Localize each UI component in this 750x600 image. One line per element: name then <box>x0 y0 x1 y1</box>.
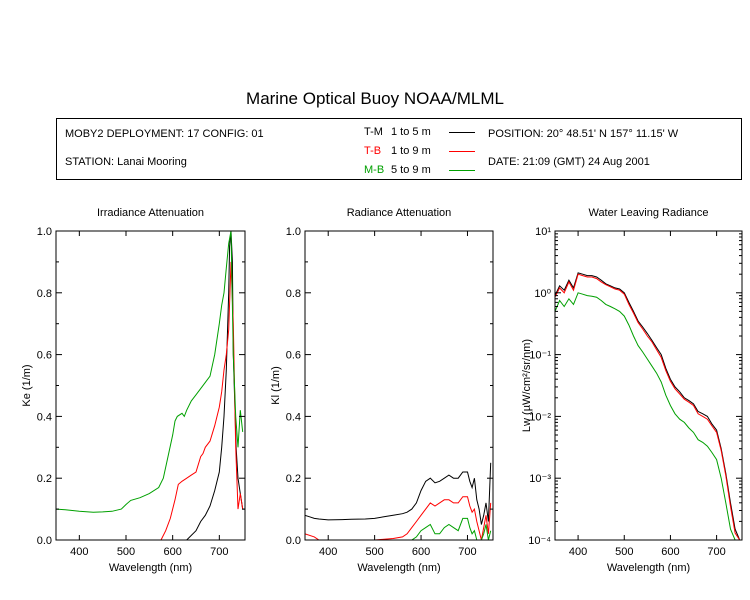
chart-panel-2: Radiance Attenuation 400 500 600 700 Waveleng… <box>270 207 494 574</box>
y-axis-label: Lw (µW/cm²/sr/nm) <box>521 339 533 432</box>
y-tick-label: 0.2 <box>286 473 301 485</box>
y-tick-label: 10⁰ <box>534 288 551 300</box>
plot-frame <box>55 230 246 541</box>
y-tick-label: 10⁻³ <box>529 473 551 485</box>
y-tick-label: 10⁻² <box>529 411 551 423</box>
y-tick-label: 0.8 <box>286 288 301 300</box>
legend-code-tm: T-M <box>364 126 383 138</box>
y-tick-label: 10⁻¹ <box>529 350 551 362</box>
chart-title: Radiance Attenuation <box>347 207 452 219</box>
legend-line-tb <box>449 151 475 152</box>
chart-panel-3: Water Leaving Radiance 400 500 600 700 Wavele… <box>521 207 743 574</box>
x-tick-label: 700 <box>210 546 228 558</box>
x-axis-label: Wavelength (nm) <box>109 562 192 574</box>
chart-panel-1: Irradiance Attenuation 400 500 600 700 Wavele… <box>21 207 246 574</box>
y-tick-label: 0.4 <box>37 411 52 423</box>
series-group <box>56 231 245 540</box>
series-line-m-b <box>56 231 244 513</box>
page-title: Marine Optical Buoy NOAA/MLML <box>246 89 504 108</box>
x-tick-label: 400 <box>319 546 337 558</box>
y-tick-label: 0.4 <box>286 411 301 423</box>
info-box: MOBY2 DEPLOYMENT: 17 CONFIG: 01 STATION:… <box>56 118 742 180</box>
series-line-m-b <box>411 517 492 540</box>
x-axis-label: Wavelength (nm) <box>357 562 440 574</box>
legend-range-tb: 1 to 9 m <box>391 145 431 157</box>
legend-range-tm: 1 to 5 m <box>391 126 431 138</box>
y-tick-label: 1.0 <box>286 226 301 238</box>
series-line-t-m <box>555 272 741 540</box>
x-tick-label: 600 <box>661 546 679 558</box>
series-line-t-b <box>160 261 244 540</box>
y-axis-label: Kl (1/m) <box>270 366 282 405</box>
series-line-t-b <box>555 273 741 540</box>
series-line-t-m <box>186 231 245 540</box>
legend-line-mb <box>449 170 475 171</box>
x-tick-label: 500 <box>365 546 383 558</box>
series-line-t-m <box>305 462 492 525</box>
y-tick-label: 10¹ <box>535 226 551 238</box>
x-tick-label: 700 <box>707 546 725 558</box>
date-text: DATE: 21:09 (GMT) 24 Aug 2001 <box>488 156 650 168</box>
series-group <box>305 462 492 540</box>
y-tick-label: 10⁻⁴ <box>528 535 551 547</box>
x-tick-label: 600 <box>163 546 181 558</box>
chart-title: Water Leaving Radiance <box>588 207 708 219</box>
y-axis-label: Ke (1/m) <box>21 364 33 406</box>
x-tick-label: 500 <box>117 546 135 558</box>
x-tick-label: 700 <box>458 546 476 558</box>
station-text: STATION: Lanai Mooring <box>65 156 187 168</box>
x-tick-label: 400 <box>569 546 587 558</box>
deployment-text: MOBY2 DEPLOYMENT: 17 CONFIG: 01 <box>65 128 264 140</box>
plot-frame <box>304 230 494 541</box>
plot-frame <box>554 230 743 541</box>
legend-code-mb: M-B <box>364 164 385 176</box>
legend-code-tb: T-B <box>364 145 382 157</box>
series-line-m-b <box>555 292 740 540</box>
y-tick-label: 0.2 <box>37 473 52 485</box>
y-tick-label: 0.0 <box>286 535 301 547</box>
legend-range-mb: 5 to 9 m <box>391 164 431 176</box>
y-tick-label: 0.6 <box>37 350 52 362</box>
y-tick-label: 0.8 <box>37 288 52 300</box>
y-tick-label: 0.0 <box>37 535 52 547</box>
legend-line-tm <box>449 132 475 133</box>
series-line-t-b <box>305 496 492 540</box>
y-tick-label: 0.6 <box>286 350 301 362</box>
x-tick-label: 500 <box>615 546 633 558</box>
x-tick-label: 600 <box>412 546 430 558</box>
y-tick-label: 1.0 <box>37 226 52 238</box>
chart-title: Irradiance Attenuation <box>97 207 204 219</box>
series-group <box>555 272 741 540</box>
x-axis-label: Wavelength (nm) <box>607 562 690 574</box>
position-text: POSITION: 20° 48.51' N 157° 11.15' W <box>488 128 679 140</box>
x-tick-label: 400 <box>70 546 88 558</box>
